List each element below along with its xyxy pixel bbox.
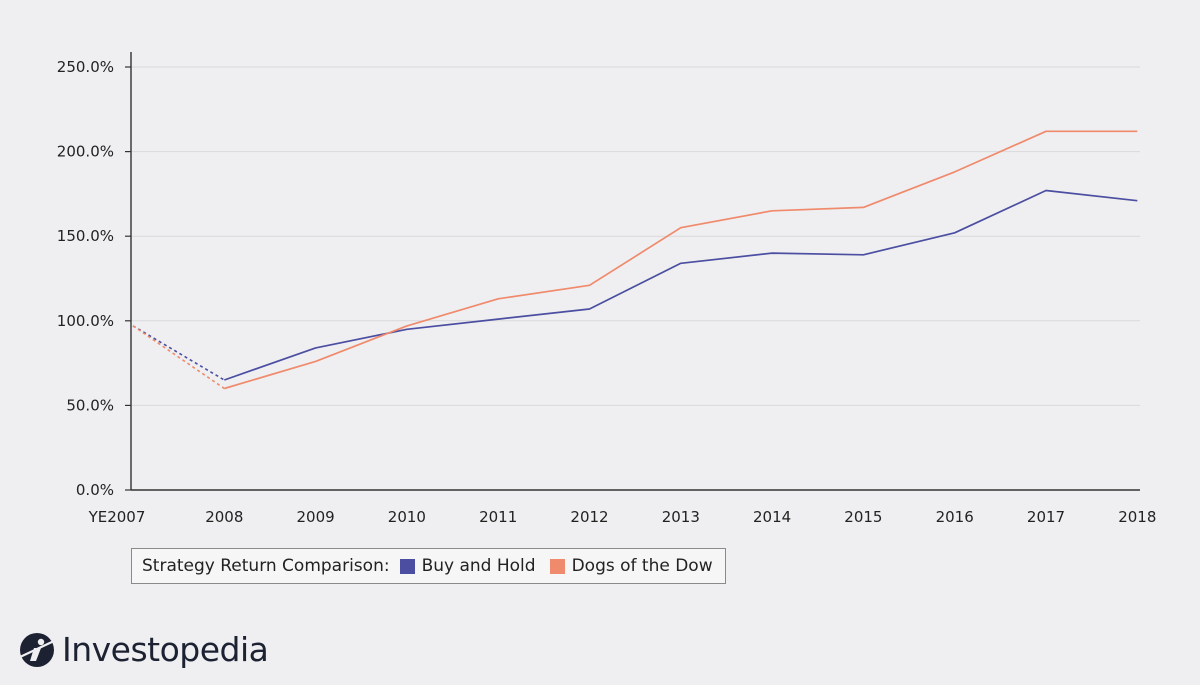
x-tick-label-3: 2010: [388, 508, 426, 526]
y-tick-label-2: 100.0%: [57, 312, 114, 330]
y-tick-label-4: 200.0%: [57, 143, 114, 161]
series-dashed-segment-buy-and-hold: [132, 325, 225, 381]
legend-swatch-buy-and-hold: [399, 558, 415, 574]
y-tick-label-3: 150.0%: [57, 227, 114, 245]
brand-name: Investopedia: [62, 630, 269, 669]
brand: Investopedia: [18, 630, 269, 669]
axes: [130, 52, 1140, 491]
legend: Strategy Return Comparison: Buy and Hold…: [131, 548, 726, 584]
series-dashed-segment-dogs-of-the-dow: [132, 325, 225, 390]
series-lines: [132, 130, 1138, 390]
x-tick-label-8: 2015: [844, 508, 882, 526]
legend-swatch-dogs-of-the-dow: [549, 558, 565, 574]
line-chart: 0.0% 50.0% 100.0% 150.0% 200.0% 250.0% YE2007…: [57, 52, 1157, 526]
legend-label-dogs-of-the-dow: Dogs of the Dow: [571, 556, 713, 576]
x-tick-label-0: YE2007: [88, 508, 146, 526]
y-tick-label-5: 250.0%: [57, 58, 114, 76]
x-tick-label-2: 2009: [297, 508, 335, 526]
x-tick-label-1: 2008: [205, 508, 243, 526]
y-axis-ticks: 0.0% 50.0% 100.0% 150.0% 200.0% 250.0%: [57, 58, 131, 499]
legend-item-dogs-of-the-dow: Dogs of the Dow: [549, 556, 713, 576]
legend-item-buy-and-hold: Buy and Hold: [399, 556, 536, 576]
x-tick-label-9: 2016: [936, 508, 974, 526]
y-tick-label-0: 0.0%: [76, 481, 114, 499]
legend-title: Strategy Return Comparison:: [142, 556, 390, 576]
series-line-buy-and-hold: [224, 189, 1138, 381]
y-tick-label-1: 50.0%: [66, 396, 114, 414]
series-line-dogs-of-the-dow: [224, 130, 1138, 390]
x-tick-label-10: 2017: [1027, 508, 1065, 526]
investopedia-logo-icon: [19, 632, 55, 667]
x-tick-label-11: 2018: [1118, 508, 1156, 526]
x-tick-label-6: 2013: [662, 508, 700, 526]
x-axis-ticks: YE2007 2008 2009 2010 2011 2012 2013 2014 2015 20…: [88, 508, 1157, 526]
gridlines: [131, 66, 1140, 406]
x-tick-label-4: 2011: [479, 508, 517, 526]
x-tick-label-5: 2012: [570, 508, 608, 526]
legend-label-buy-and-hold: Buy and Hold: [421, 556, 536, 576]
x-tick-label-7: 2014: [753, 508, 791, 526]
